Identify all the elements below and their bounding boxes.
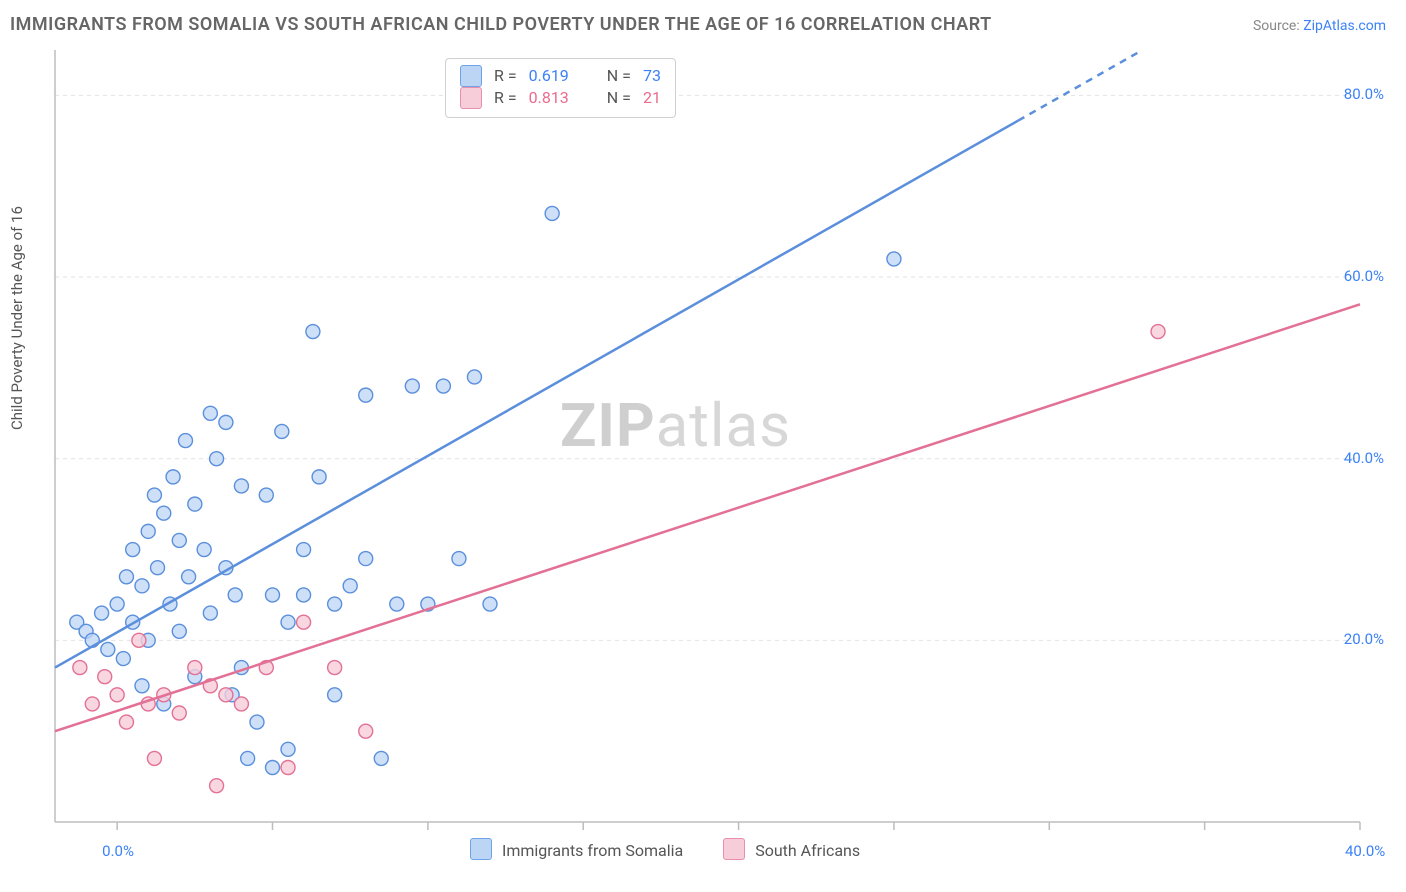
legend-swatch (470, 838, 492, 860)
legend-swatch (723, 838, 745, 860)
legend-row: R =0.619N =73 (460, 65, 661, 87)
series-legend-item: Immigrants from Somalia (470, 838, 683, 860)
x-tick-label: 0.0% (102, 842, 134, 860)
n-value: 73 (643, 65, 661, 87)
r-value: 0.813 (529, 87, 569, 109)
scatter-plot (0, 0, 1406, 892)
r-value: 0.619 (529, 65, 569, 87)
legend-row: R =0.813N =21 (460, 87, 661, 109)
x-tick-label: 40.0% (1345, 842, 1385, 860)
correlation-legend: R =0.619N =73R =0.813N =21 (445, 58, 676, 118)
y-tick-label: 20.0% (1344, 630, 1384, 648)
n-value: 21 (643, 87, 661, 109)
y-tick-label: 40.0% (1344, 449, 1384, 467)
series-legend-item: South Africans (723, 838, 860, 860)
y-tick-label: 80.0% (1344, 85, 1384, 103)
y-tick-label: 60.0% (1344, 267, 1384, 285)
chart-container: { "title": "IMMIGRANTS FROM SOMALIA VS S… (0, 0, 1406, 892)
series-legend: Immigrants from Somalia South Africans (470, 838, 860, 860)
legend-swatch (460, 65, 482, 87)
legend-swatch (460, 87, 482, 109)
